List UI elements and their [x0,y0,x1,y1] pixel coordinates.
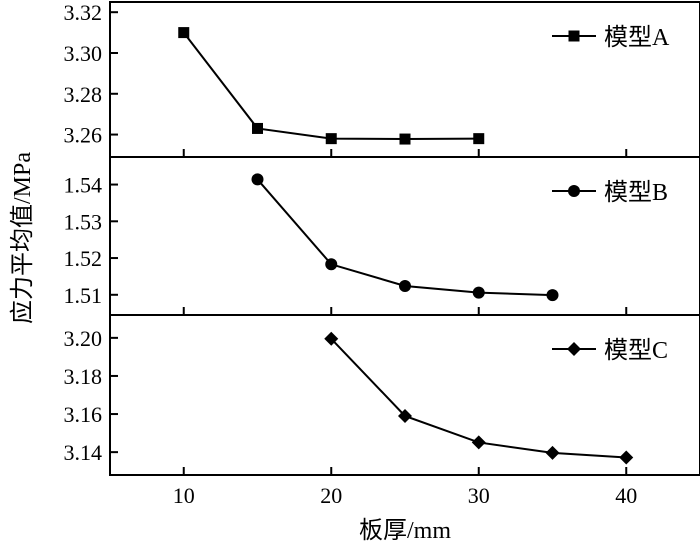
x-tick-label: 20 [320,483,342,508]
panel-1-y-tick-label: 1.53 [64,209,103,234]
data-point-circle [251,173,264,186]
legend-marker-diamond [567,342,581,356]
data-point-diamond [545,445,560,460]
panel-2-y-tick-label: 3.18 [64,364,103,389]
panel-0-y-tick-label: 3.26 [64,123,103,148]
panel-2-y-tick-label: 3.20 [64,326,103,351]
data-point-diamond [398,408,412,423]
legend-label: 模型C [604,337,668,364]
panel-0-y-tick-label: 3.32 [64,0,103,25]
panel-0-y-tick-label: 3.30 [64,41,103,66]
panel-1-y-tick-label: 1.52 [64,246,103,271]
data-point-diamond [324,331,339,346]
legend-label: 模型A [604,24,670,51]
data-point-diamond [619,450,634,465]
panel-2-y-tick-label: 3.14 [64,440,103,465]
y-axis-title: 应力平均值/MPa [9,152,36,324]
data-point-square [178,27,190,39]
data-point-circle [546,289,559,302]
panel-1-y-tick-label: 1.51 [64,283,103,308]
series-line-circle [256,178,553,297]
data-point-square [399,133,411,145]
x-tick-label: 40 [615,483,637,508]
data-point-circle [472,286,485,299]
legend-marker-square [568,30,580,42]
legend-marker-circle [568,185,580,197]
data-point-diamond [471,435,486,450]
data-point-square [325,133,337,145]
data-point-square [473,133,485,145]
panel-0-y-tick-label: 3.28 [64,82,103,107]
panel-2-frame [109,314,700,476]
panel-2-y-tick-label: 3.16 [64,402,103,427]
data-point-circle [399,279,411,292]
x-tick-label: 30 [468,483,490,508]
data-point-circle [325,258,338,271]
panel-1-y-tick-label: 1.54 [64,173,103,198]
legend-label: 模型B [604,179,668,206]
data-point-square [252,122,263,134]
series-line-square [182,31,479,141]
x-axis-title: 板厚/mm [359,517,451,544]
x-tick-label: 10 [173,483,195,508]
